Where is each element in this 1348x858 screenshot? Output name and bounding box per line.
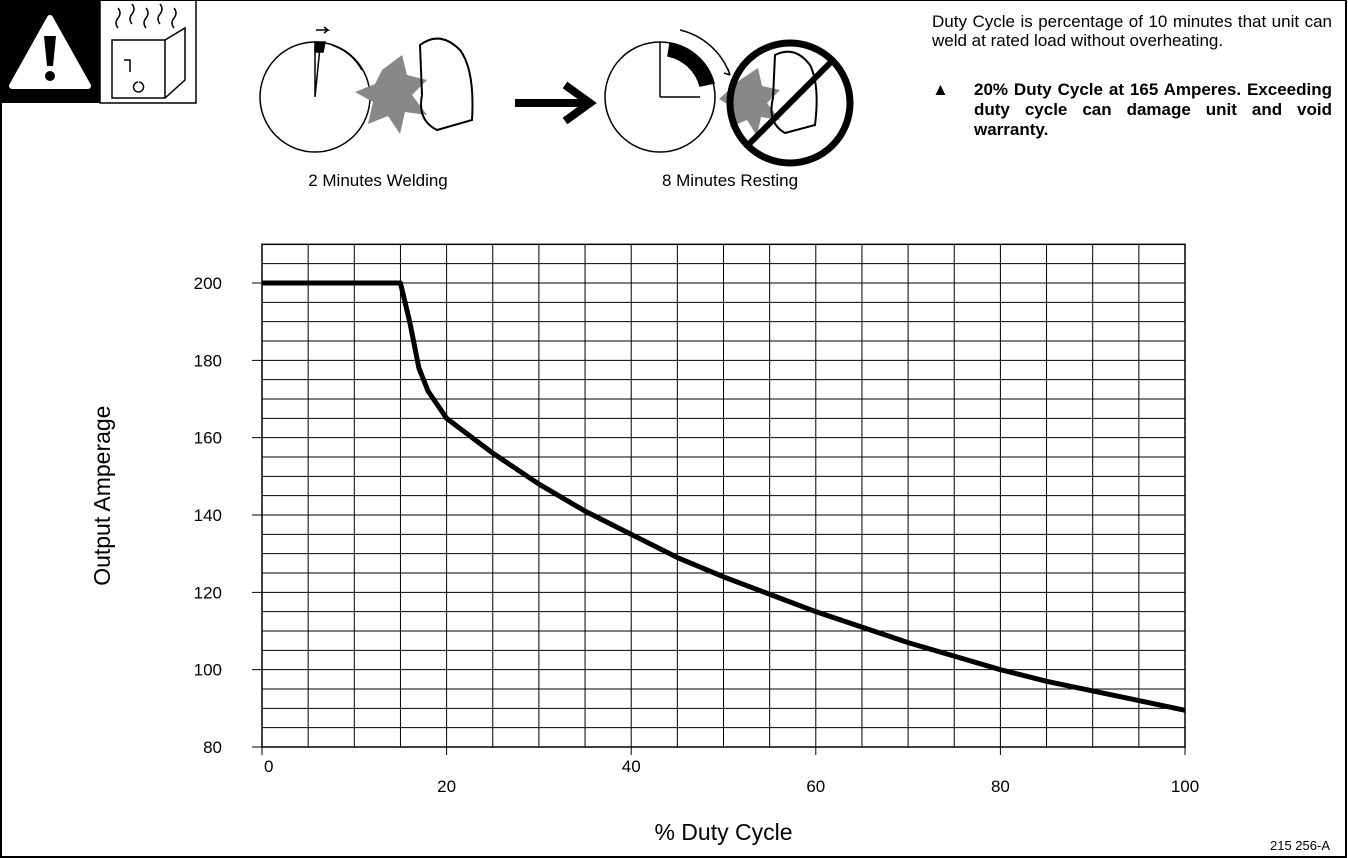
caption: 8 Minutes Resting <box>662 171 798 190</box>
y-axis-label: Output Amperage <box>89 406 115 586</box>
y-tick-label: 100 <box>194 661 222 680</box>
warning: ▲20% Duty Cycle at 165 Amperes. Exceedin… <box>932 80 1332 140</box>
note: Duty Cycle is percentage of 10 minutes t… <box>932 12 1332 50</box>
clock-welding <box>260 27 370 152</box>
clock-resting <box>605 30 730 152</box>
x-axis-label: % Duty Cycle <box>654 819 792 845</box>
caption: 2 Minutes Welding <box>308 171 448 190</box>
y-tick-label: 120 <box>194 583 222 602</box>
warning-icon <box>0 0 100 103</box>
bullet: ▲ <box>932 80 974 140</box>
x-tick-label: 20 <box>437 777 456 796</box>
x-tick-label: 60 <box>806 777 825 796</box>
page: 2 Minutes Welding 8 Minutes Resting 215 … <box>0 0 1348 858</box>
y-tick-label: 200 <box>194 274 222 293</box>
y-tick-label: 140 <box>194 506 222 525</box>
x-tick-label: 100 <box>1171 777 1199 796</box>
arrow <box>515 85 590 121</box>
x-tick-label: 80 <box>991 777 1010 796</box>
y-tick-label: 180 <box>194 351 222 370</box>
figure-id: 215 256-A <box>1270 838 1330 853</box>
y-tick-label: 80 <box>203 738 222 757</box>
welder-figure <box>355 39 473 134</box>
warning-text: 20% Duty Cycle at 165 Amperes. Exceeding… <box>974 80 1332 140</box>
heat-icon <box>100 0 196 103</box>
x-tick-label: 40 <box>622 757 641 776</box>
y-tick-label: 160 <box>194 429 222 448</box>
no-welding-figure <box>719 43 850 163</box>
x-tick-label: 0 <box>264 757 273 776</box>
